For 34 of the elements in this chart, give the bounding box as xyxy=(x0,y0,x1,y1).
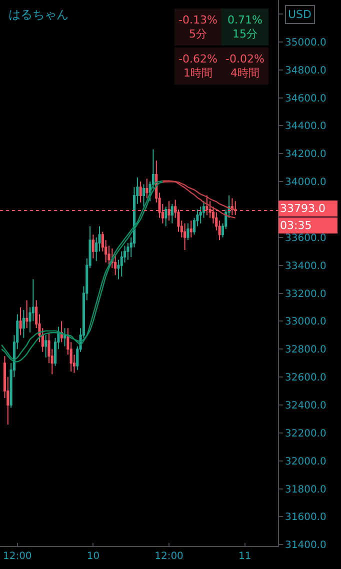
x-tick-label: 12:00 xyxy=(2,551,32,562)
annotation: -0.62% xyxy=(178,52,218,66)
y-tick-label: 32000.0 xyxy=(285,456,326,468)
y-tick-label: 33000.0 xyxy=(285,316,326,328)
ref-line-label: 33793.0 xyxy=(280,202,326,215)
y-tick-label: 34200.0 xyxy=(285,149,326,160)
x-tick-label: 12:00 xyxy=(154,551,184,562)
annotation: -0.02% xyxy=(226,52,264,66)
y-tick-label: 32800.0 xyxy=(285,344,326,356)
annotation: 1時間 xyxy=(184,66,212,80)
text: はるちゃん xyxy=(8,7,69,22)
y-tick-label: 34800.0 xyxy=(285,65,326,76)
y-tick-label: 34600.0 xyxy=(285,93,326,104)
y-tick-label: 33200.0 xyxy=(285,288,326,300)
annotation: 4時間 xyxy=(230,66,260,80)
y-tick-label: 33400.0 xyxy=(285,260,326,272)
y-tick-label: 34400.0 xyxy=(285,121,326,132)
annotation: 5分 xyxy=(189,28,207,41)
y-tick-label: 35000.0 xyxy=(285,37,326,48)
y-tick-label: 33600.0 xyxy=(285,232,326,244)
annotation: -0.13% xyxy=(178,13,218,26)
y-tick-label: 32400.0 xyxy=(285,400,326,412)
x-tick-label: 11 xyxy=(238,551,252,562)
text: 03:35 xyxy=(280,219,312,232)
text: USD xyxy=(288,8,312,21)
y-tick-label: 32600.0 xyxy=(285,372,326,384)
y-tick-label: 31800.0 xyxy=(285,484,326,496)
y-tick-label: 31400.0 xyxy=(285,540,326,552)
annotation: 0.71% xyxy=(228,13,262,26)
x-tick-label: 10 xyxy=(86,551,100,562)
y-tick-label: 32200.0 xyxy=(285,428,326,440)
y-tick-label: 34000.0 xyxy=(285,177,326,188)
annotation: 15分 xyxy=(232,28,258,41)
y-tick-label: 31600.0 xyxy=(285,512,326,524)
